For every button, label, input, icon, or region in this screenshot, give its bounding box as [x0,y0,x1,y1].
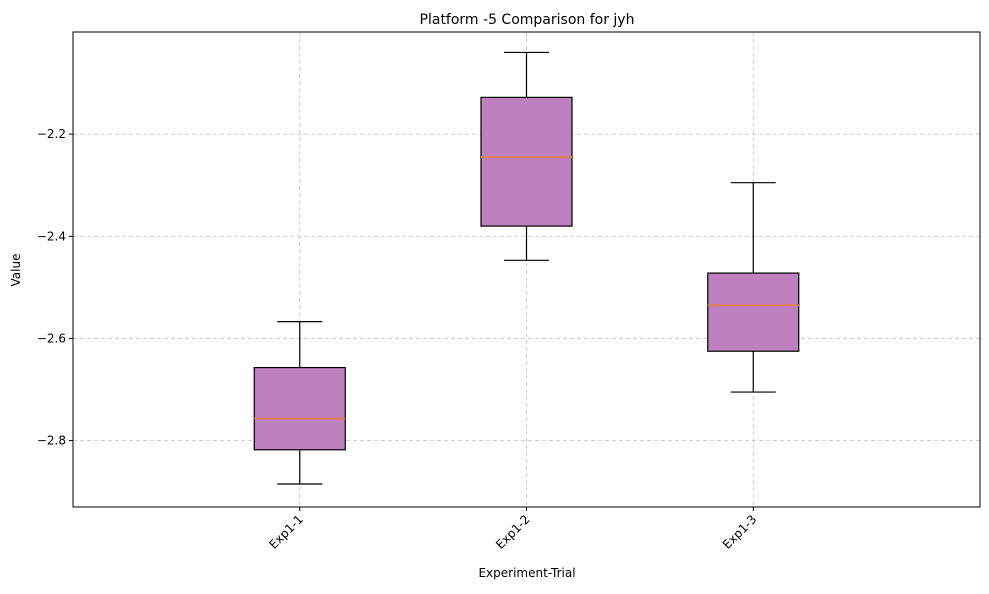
y-tick-label: −2.8 [37,434,66,448]
box-Exp1-2 [480,51,573,261]
iqr-box [480,96,573,227]
x-tick-label: Exp1-1 [266,512,306,552]
y-tick-label: −2.6 [37,331,66,345]
iqr-box [707,272,800,352]
y-tick-label: −2.4 [37,229,66,243]
iqr-box [253,366,346,451]
box-Exp1-1 [253,320,346,485]
y-axis-label: Value [9,254,23,287]
x-tick-label: Exp1-2 [493,512,533,552]
y-tick-label: −2.2 [37,127,66,141]
box-Exp1-3 [707,182,800,393]
chart-title: Platform -5 Comparison for jyh [420,12,635,28]
box-layer [253,51,800,485]
x-axis-label: Experiment-Trial [478,566,575,580]
x-tick-label: Exp1-3 [720,512,760,552]
